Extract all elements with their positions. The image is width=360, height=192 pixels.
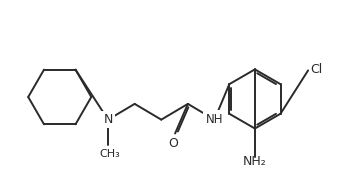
Text: NH: NH: [206, 113, 223, 126]
Text: N: N: [103, 113, 113, 126]
Text: CH₃: CH₃: [100, 149, 120, 159]
Text: Cl: Cl: [310, 63, 322, 76]
Text: NH₂: NH₂: [243, 155, 267, 168]
Text: O: O: [168, 137, 178, 150]
